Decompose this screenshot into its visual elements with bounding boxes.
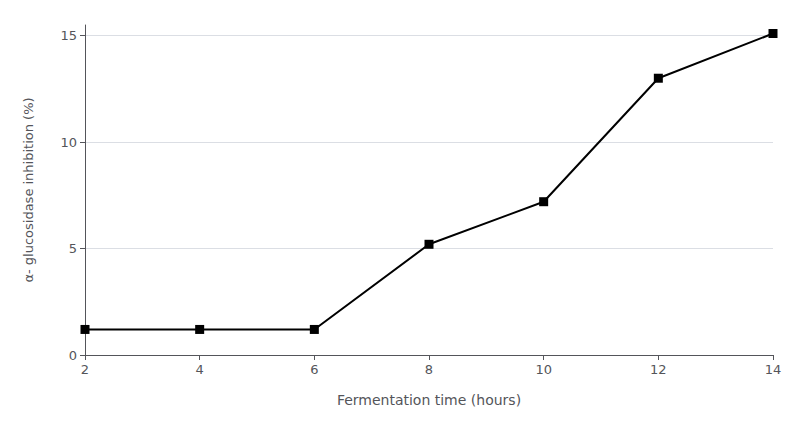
svg-text:2: 2 bbox=[81, 362, 89, 377]
svg-text:15: 15 bbox=[60, 28, 77, 43]
svg-text:8: 8 bbox=[425, 362, 433, 377]
svg-text:4: 4 bbox=[196, 362, 204, 377]
svg-text:12: 12 bbox=[650, 362, 667, 377]
svg-text:0: 0 bbox=[69, 348, 77, 363]
svg-text:α- glucosidase inhibition (%): α- glucosidase inhibition (%) bbox=[21, 97, 36, 282]
svg-text:14: 14 bbox=[765, 362, 782, 377]
svg-text:5: 5 bbox=[69, 241, 77, 256]
svg-text:Fermentation time (hours): Fermentation time (hours) bbox=[337, 392, 521, 408]
svg-text:10: 10 bbox=[535, 362, 552, 377]
svg-text:6: 6 bbox=[310, 362, 318, 377]
svg-text:10: 10 bbox=[60, 135, 77, 150]
